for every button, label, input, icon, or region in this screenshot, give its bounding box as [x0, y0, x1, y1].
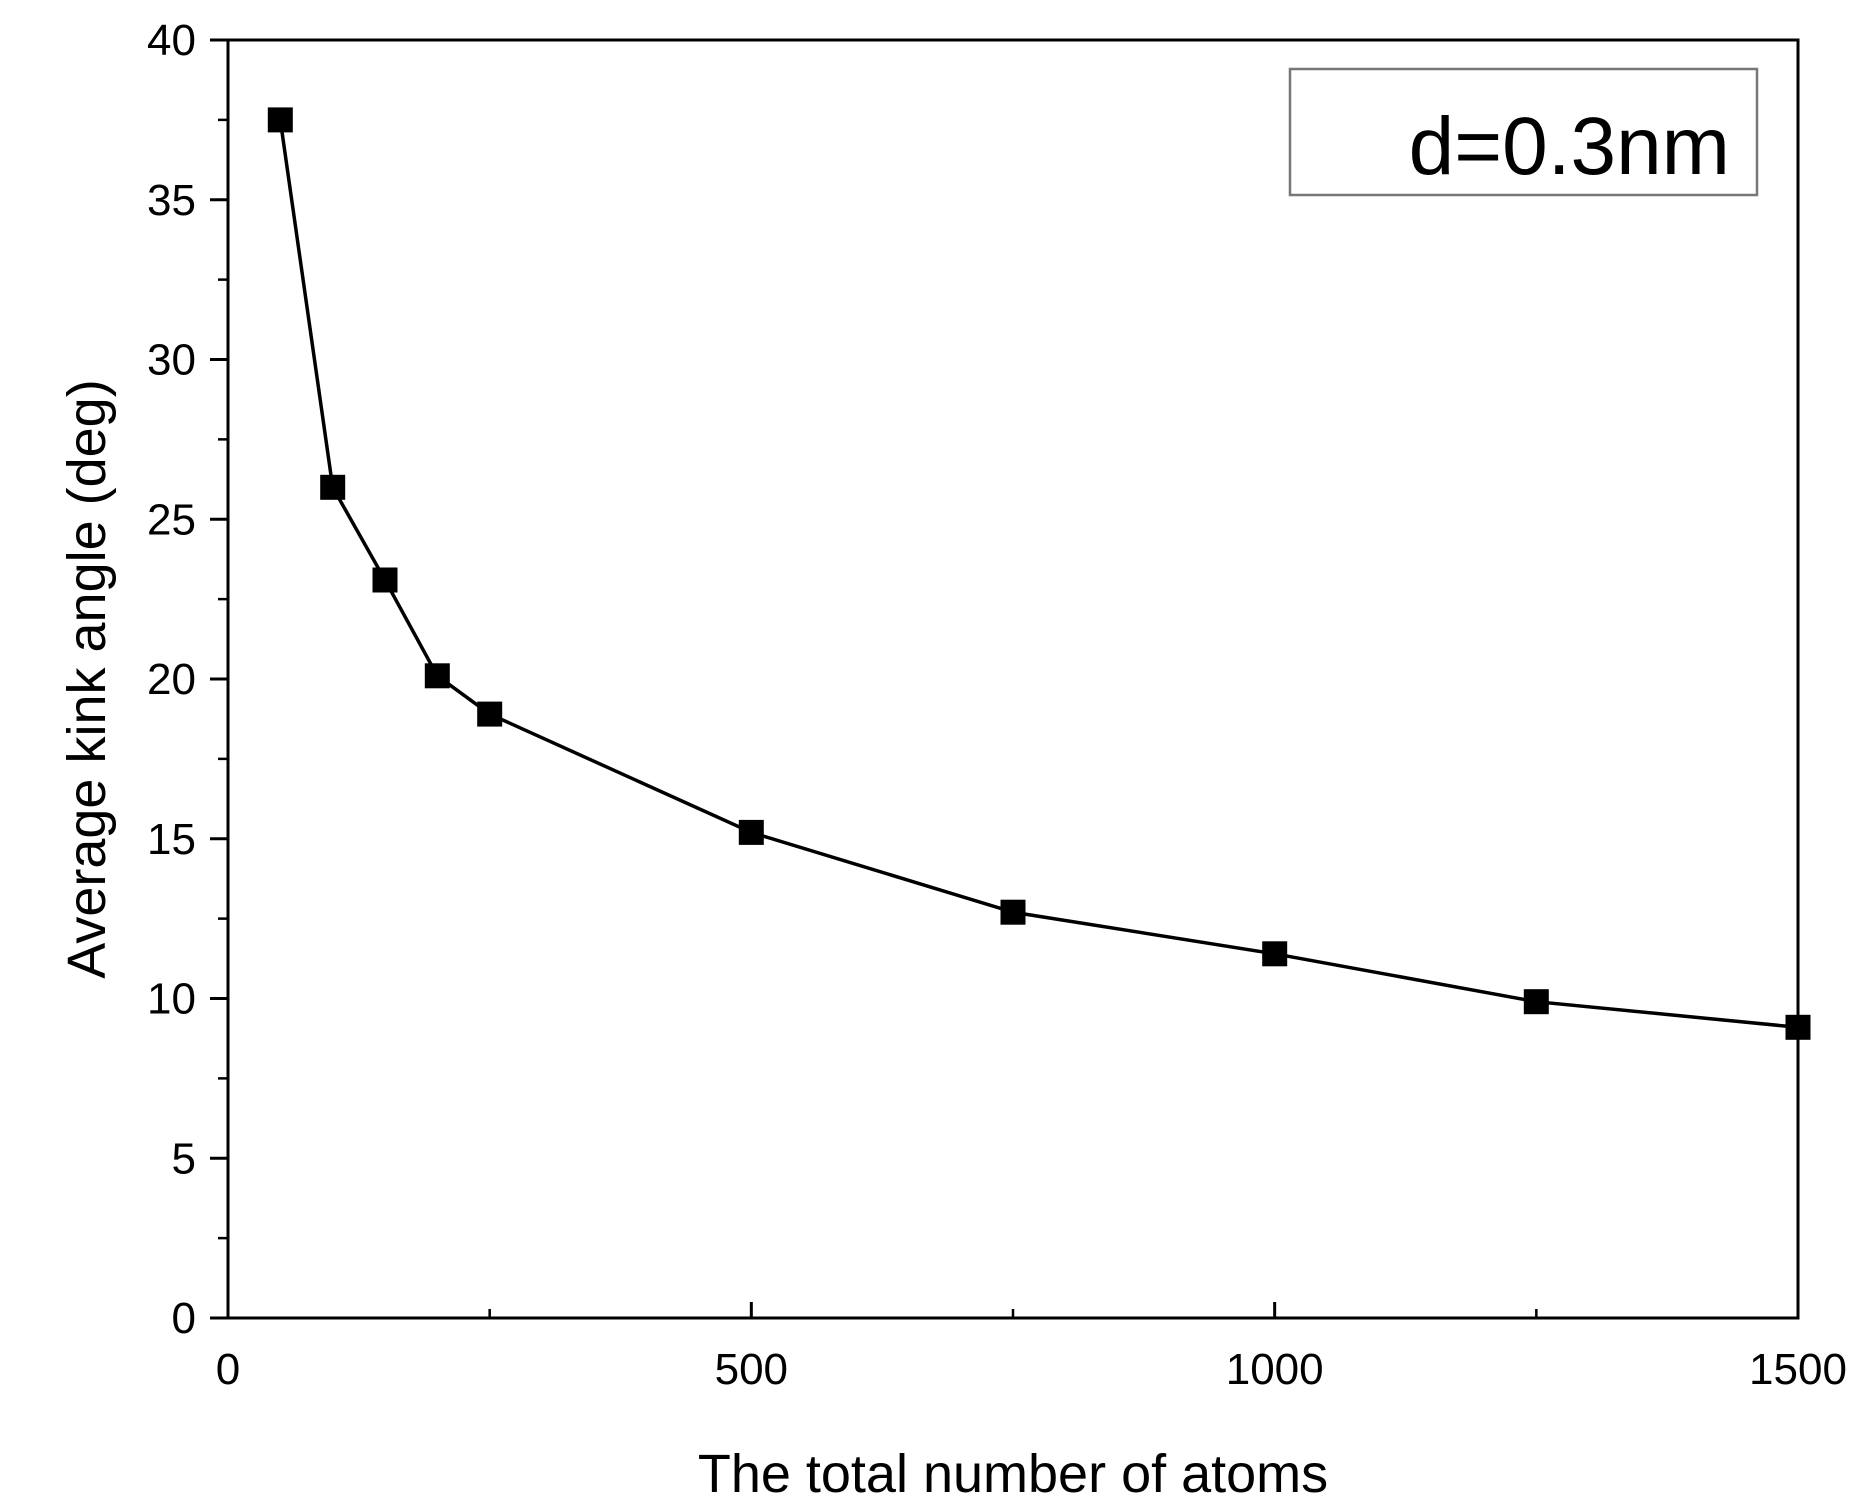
axis-ticks: [210, 38, 1800, 1320]
data-point: [1785, 1014, 1811, 1040]
data-point: [320, 474, 346, 500]
series-markers: [267, 107, 1811, 1040]
data-point: [1523, 989, 1549, 1015]
legend: d=0.3nm: [1288, 67, 1759, 197]
data-point: [1000, 899, 1026, 925]
legend-entry: d=0.3nm: [1409, 101, 1730, 192]
y-tick-label: 10: [147, 975, 196, 1024]
axis-tick-labels: 0 500 1000 1500 0 5 10 15 20 25 30 35 40: [147, 16, 1847, 1394]
data-point: [477, 701, 503, 727]
data-point: [372, 567, 398, 593]
y-tick-label: 20: [147, 655, 196, 704]
series-line: [278, 119, 1799, 1030]
x-tick-label: 0: [216, 1345, 240, 1394]
y-tick-label: 15: [147, 815, 196, 864]
x-tick-label: 1000: [1226, 1345, 1324, 1394]
x-tick-label: 500: [715, 1345, 788, 1394]
plot-frame: [226, 38, 1800, 1320]
data-point: [267, 107, 293, 133]
y-tick-label: 5: [172, 1134, 196, 1183]
x-axis-title: The total number of atoms: [698, 1444, 1328, 1504]
data-point: [424, 663, 450, 689]
data-point: [738, 819, 764, 845]
y-tick-label: 25: [147, 495, 196, 544]
y-axis-title: Average kink angle (deg): [57, 379, 117, 978]
y-tick-label: 30: [147, 336, 196, 385]
legend-box: [1288, 67, 1759, 197]
y-tick-label: 0: [172, 1294, 196, 1343]
y-tick-label: 35: [147, 176, 196, 225]
x-tick-label: 1500: [1749, 1345, 1847, 1394]
data-point: [1262, 941, 1288, 967]
y-tick-label: 40: [147, 16, 196, 65]
